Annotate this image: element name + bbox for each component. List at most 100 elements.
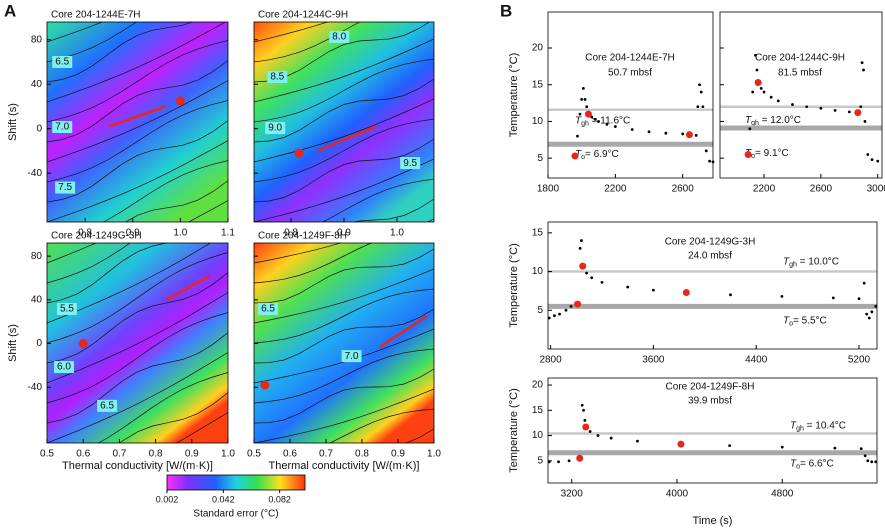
data-point xyxy=(759,86,763,90)
annotation: Core 204-1249F-8H xyxy=(666,382,755,393)
data-point xyxy=(863,454,867,458)
data-point xyxy=(833,446,837,450)
data-point xyxy=(580,403,584,407)
contour-line xyxy=(254,0,434,2)
x-tick-label: 3200 xyxy=(561,489,584,500)
x-axis-title: Thermal conductivity [W/(m·K)] xyxy=(269,460,420,472)
annotation: 39.9 mbsf xyxy=(688,396,732,407)
x-tick-label: 1.0 xyxy=(173,228,187,239)
data-point xyxy=(558,312,561,316)
data-point xyxy=(859,105,863,109)
data-point xyxy=(860,61,864,65)
x-tick-label: 0.5 xyxy=(40,449,54,460)
data-point xyxy=(769,95,773,99)
subscript: o xyxy=(581,155,585,162)
data-point xyxy=(805,105,809,109)
contour-line xyxy=(187,200,228,222)
contour-line xyxy=(254,22,361,63)
data-point xyxy=(590,276,594,280)
y-tick-label: 5 xyxy=(537,455,543,466)
y-tick-label: 0 xyxy=(36,123,42,134)
panel-title: Core 204-1249F-8H xyxy=(258,231,347,242)
data-point xyxy=(576,134,579,138)
data-point xyxy=(636,439,639,443)
best-fit-point xyxy=(78,339,88,349)
x-tick-label: 0.7 xyxy=(319,449,333,460)
contour-line xyxy=(47,40,228,123)
data-point xyxy=(859,447,863,451)
fit-line xyxy=(165,274,211,301)
contour-line xyxy=(254,243,342,264)
data-point xyxy=(597,120,600,123)
y-axis-title: Shift (s) xyxy=(7,324,19,362)
contour-line xyxy=(254,268,434,324)
contour-label-box xyxy=(400,157,421,170)
contour-line xyxy=(47,80,228,163)
y-axis-title: Temperature (°C) xyxy=(508,243,520,327)
contour-line xyxy=(254,138,434,203)
x-tick-label: 5200 xyxy=(848,355,871,366)
contour-label-box xyxy=(265,122,286,134)
contours xyxy=(254,0,434,222)
contour-line xyxy=(254,243,373,284)
x-tick-label: 0.9 xyxy=(126,228,140,239)
data-point xyxy=(870,310,874,314)
contours xyxy=(47,22,228,222)
data-point xyxy=(870,158,874,162)
data-point xyxy=(751,90,755,94)
fit-line xyxy=(379,315,428,348)
data-point xyxy=(708,159,712,163)
plot-frame xyxy=(253,242,435,444)
x-tick-label: 1.0 xyxy=(427,449,441,460)
plot-frame xyxy=(46,21,229,223)
symbol: T xyxy=(783,256,790,267)
x-tick-label: 2200 xyxy=(604,184,627,195)
data-point xyxy=(865,312,869,316)
fit-line xyxy=(108,105,167,128)
data-point xyxy=(582,408,585,412)
contour-label-box xyxy=(329,31,350,43)
data-point xyxy=(819,106,823,110)
x-tick-label: 2600 xyxy=(810,184,833,195)
symbol: T xyxy=(790,458,797,469)
subscript: gh xyxy=(751,120,759,127)
pick-point xyxy=(579,262,587,270)
data-point xyxy=(698,83,701,87)
y-tick-label: 10 xyxy=(532,430,544,441)
data-point xyxy=(862,68,865,72)
reference-value: = 6.6°C xyxy=(800,458,834,469)
annotation: Core 204-1249G-3H xyxy=(665,237,756,248)
contour-line xyxy=(254,22,329,43)
data-point xyxy=(696,105,700,109)
x-tick-label: 2800 xyxy=(539,355,562,366)
pick-point xyxy=(677,440,685,448)
data-point xyxy=(596,434,600,437)
data-point xyxy=(630,128,634,131)
panel-label: A xyxy=(4,1,16,20)
data-point xyxy=(780,445,784,449)
contour-line xyxy=(254,38,434,103)
best-fit-point xyxy=(175,96,185,106)
contour-line xyxy=(254,288,434,344)
contour-line xyxy=(47,292,228,384)
colorbar-tick-label: 0.042 xyxy=(212,494,235,504)
contour-line xyxy=(47,332,228,424)
contour-label-box xyxy=(54,361,75,374)
data-point xyxy=(729,293,732,297)
y-tick-label: 5 xyxy=(537,153,543,164)
contour-line xyxy=(119,392,228,443)
reference-value: = 10.4°C xyxy=(804,420,846,431)
contour-label-box xyxy=(52,121,73,133)
data-point xyxy=(588,430,592,433)
reference-label: Tgh = 11.6°C xyxy=(575,115,630,128)
contour-label: 7.5 xyxy=(58,182,72,193)
contour-label-box xyxy=(258,303,279,316)
data-point xyxy=(847,110,851,114)
colorbar xyxy=(166,474,306,491)
contour-label: 8.0 xyxy=(332,32,346,43)
contours xyxy=(254,243,434,443)
data-point xyxy=(580,98,584,101)
symbol: T xyxy=(575,115,582,126)
panel-title: Core 204-1249G-3H xyxy=(51,231,142,242)
